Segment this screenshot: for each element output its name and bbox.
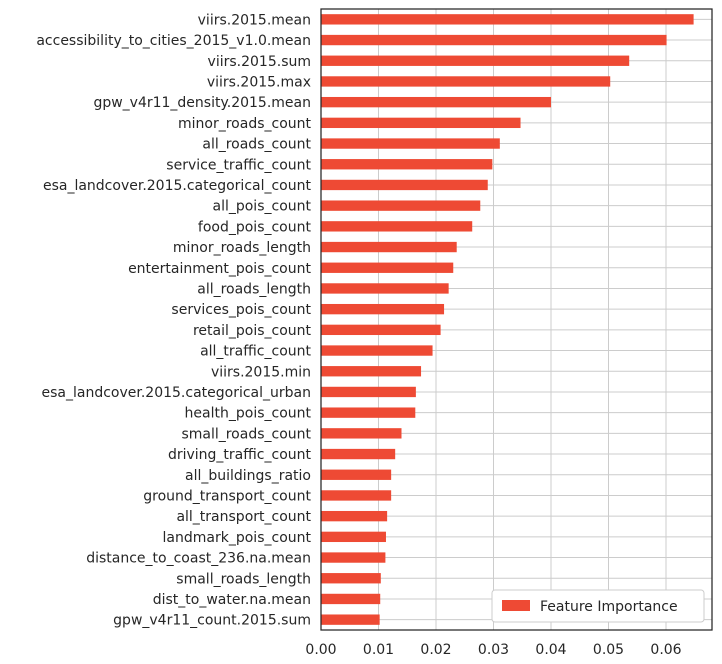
x-tick-label: 0.01 xyxy=(363,642,394,658)
y-tick-label: accessibility_to_cities_2015_v1.0.mean xyxy=(36,33,311,49)
x-tick-label: 0.02 xyxy=(420,642,451,658)
y-tick-label: esa_landcover.2015.categorical_count xyxy=(43,178,312,194)
bar xyxy=(321,159,493,170)
x-tick-label: 0.00 xyxy=(305,642,336,658)
y-tick-label: gpw_v4r11_count.2015.sum xyxy=(113,613,311,629)
y-tick-label: retail_pois_count xyxy=(193,323,312,339)
bar xyxy=(321,324,441,336)
bar xyxy=(321,179,488,191)
bar xyxy=(321,221,473,232)
x-tick-labels: 0.00 0.01 0.02 0.03 0.04 0.05 0.06 xyxy=(305,642,681,658)
y-tick-label: gpw_v4r11_density.2015.mean xyxy=(93,95,311,111)
y-tick-label: small_roads_length xyxy=(176,571,311,587)
bar xyxy=(321,200,481,211)
bar xyxy=(321,573,381,584)
y-tick-label: driving_traffic_count xyxy=(168,447,312,463)
y-tick-labels: viirs.2015.mean accessibility_to_cities_2… xyxy=(36,12,311,628)
plot-frame xyxy=(320,8,713,631)
bar xyxy=(321,366,422,377)
y-tick-label: service_traffic_count xyxy=(166,157,311,173)
bar xyxy=(321,531,386,543)
y-tick-label: minor_roads_length xyxy=(173,240,311,256)
y-tick-label: all_transport_count xyxy=(176,509,311,525)
bar xyxy=(321,34,667,46)
bar xyxy=(321,262,454,273)
y-tick-label: viirs.2015.min xyxy=(211,364,311,380)
y-tick-label: viirs.2015.max xyxy=(207,74,311,90)
bar xyxy=(321,117,521,129)
y-tick-label: viirs.2015.mean xyxy=(198,12,311,28)
y-tick-label: minor_roads_count xyxy=(178,116,312,132)
bar xyxy=(321,345,433,356)
legend: Feature Importance xyxy=(491,589,705,623)
y-tick-label: distance_to_coast_236.na.mean xyxy=(86,551,311,567)
bar xyxy=(321,614,380,625)
bar xyxy=(321,386,416,398)
bar xyxy=(321,448,396,460)
bar xyxy=(321,552,386,563)
x-tick-label: 0.03 xyxy=(478,642,509,658)
x-tick-label: 0.05 xyxy=(593,642,624,658)
bar xyxy=(321,55,630,66)
y-tick-label: all_roads_count xyxy=(202,137,311,153)
y-tick-label: ground_transport_count xyxy=(143,488,311,504)
bar xyxy=(321,428,402,439)
y-tick-label: food_pois_count xyxy=(198,219,312,235)
x-tick-label: 0.04 xyxy=(535,642,566,658)
y-tick-label: viirs.2015.sum xyxy=(208,54,311,70)
y-tick-label: all_pois_count xyxy=(213,199,312,215)
bar xyxy=(321,510,388,522)
bar xyxy=(321,76,611,87)
bar xyxy=(321,593,381,605)
y-tick-label: health_pois_count xyxy=(185,406,312,422)
y-tick-label: all_traffic_count xyxy=(200,344,311,360)
bar xyxy=(321,241,457,253)
bar xyxy=(321,283,449,294)
y-tick-label: dist_to_water.na.mean xyxy=(153,592,311,608)
x-tick-label: 0.06 xyxy=(650,642,681,658)
y-tick-label: esa_landcover.2015.categorical_urban xyxy=(42,385,312,401)
bars xyxy=(321,14,694,625)
y-tick-label: all_buildings_ratio xyxy=(185,468,311,484)
bar xyxy=(321,407,416,418)
legend-label: Feature Importance xyxy=(540,599,678,615)
bar xyxy=(321,469,392,480)
legend-swatch xyxy=(502,600,530,611)
bar xyxy=(321,14,694,25)
bar xyxy=(321,490,392,501)
bar xyxy=(321,303,445,315)
legend-box xyxy=(491,589,705,623)
y-tick-label: all_roads_length xyxy=(197,281,311,297)
y-tick-label: services_pois_count xyxy=(171,302,311,318)
bar xyxy=(321,96,551,108)
y-tick-label: landmark_pois_count xyxy=(163,530,312,546)
bar xyxy=(321,138,500,149)
y-tick-label: entertainment_pois_count xyxy=(128,261,311,277)
y-tick-label: small_roads_count xyxy=(181,426,311,442)
